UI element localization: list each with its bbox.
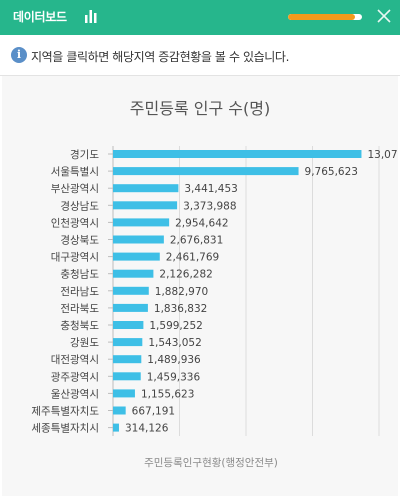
value-label: 2,126,282 bbox=[159, 269, 212, 281]
category-label: 제주특별자치도 bbox=[31, 406, 99, 418]
bar-chart-icon bbox=[85, 10, 97, 23]
value-label: 2,954,642 bbox=[175, 217, 228, 229]
value-label: 2,461,769 bbox=[166, 252, 219, 264]
category-label: 세종특별자치시 bbox=[31, 423, 99, 435]
app-title: 데이터보드 bbox=[13, 10, 67, 24]
category-label: 울산광역시 bbox=[51, 388, 99, 400]
progress-bar bbox=[288, 14, 362, 20]
progress-fill bbox=[288, 14, 355, 20]
category-label: 인천광역시 bbox=[51, 217, 99, 229]
bar-2[interactable] bbox=[113, 167, 299, 176]
chart-title: 주민등록 인구 수(명) bbox=[130, 99, 270, 118]
app-header: 데이터보드 bbox=[0, 0, 400, 35]
value-label: 2,676,831 bbox=[170, 235, 223, 247]
category-label: 충청남도 bbox=[60, 269, 99, 281]
category-label: 대전광역시 bbox=[51, 354, 99, 366]
divider bbox=[0, 75, 400, 76]
value-label: 1,836,832 bbox=[154, 303, 207, 315]
bar-4[interactable] bbox=[113, 201, 178, 210]
bar-8[interactable] bbox=[113, 269, 154, 278]
category-label: 전라남도 bbox=[60, 286, 99, 298]
population-bar-chart: 주민등록 인구 수(명) 경기도 13,077,153 서울특별시 9,765,623 부… bbox=[31, 99, 398, 469]
category-label: 서울특별시 bbox=[51, 166, 99, 178]
value-label: 1,543,052 bbox=[148, 337, 201, 349]
category-label: 강원도 bbox=[70, 337, 99, 349]
category-label: 부산광역시 bbox=[51, 183, 99, 195]
bar-9[interactable] bbox=[113, 286, 149, 295]
info-icon: i bbox=[11, 47, 27, 63]
bar-7[interactable] bbox=[113, 252, 160, 261]
bar-1[interactable] bbox=[113, 150, 362, 158]
value-label: 3,373,988 bbox=[183, 200, 236, 212]
value-label: 3,441,453 bbox=[184, 183, 237, 195]
bar-16[interactable] bbox=[113, 406, 126, 415]
value-label: 667,191 bbox=[132, 406, 175, 418]
category-label: 대구광역시 bbox=[51, 252, 99, 264]
bar-3[interactable] bbox=[113, 184, 179, 193]
info-bar: i 지역을 클릭하면 해당지역 증감현황을 볼 수 있습니다. bbox=[0, 35, 400, 75]
category-label: 경기도 bbox=[70, 148, 99, 161]
bar-10[interactable] bbox=[113, 303, 148, 312]
chart-panel: 주민등록 인구 수(명) 경기도 13,077,153 서울특별시 9,765,623 부… bbox=[2, 76, 398, 496]
chart-source: 주민등록인구현황(행정안전부) bbox=[144, 457, 278, 469]
value-label: 1,459,336 bbox=[147, 371, 201, 383]
category-label: 경상북도 bbox=[60, 234, 99, 247]
value-label: 314,126 bbox=[125, 423, 169, 435]
bar-11[interactable] bbox=[113, 321, 144, 329]
value-label: 1,599,252 bbox=[149, 320, 202, 332]
value-label: 9,765,623 bbox=[305, 166, 358, 178]
value-label: 1,489,936 bbox=[147, 354, 201, 366]
bar-15[interactable] bbox=[113, 389, 135, 398]
value-label: 1,155,623 bbox=[141, 388, 194, 400]
info-text: 지역을 클릭하면 해당지역 증감현황을 볼 수 있습니다. bbox=[31, 50, 289, 64]
bar-14[interactable] bbox=[113, 372, 141, 381]
bar-13[interactable] bbox=[113, 355, 142, 364]
value-label: 13,077,153 bbox=[367, 149, 398, 161]
bar-17[interactable] bbox=[113, 423, 119, 432]
value-label: 1,882,970 bbox=[155, 286, 208, 298]
category-label: 광주광역시 bbox=[51, 371, 99, 383]
bar-5[interactable] bbox=[113, 218, 170, 227]
category-label: 전라북도 bbox=[60, 303, 99, 315]
close-icon[interactable] bbox=[376, 8, 392, 24]
category-label: 경상남도 bbox=[60, 199, 99, 212]
bar-6[interactable] bbox=[113, 235, 164, 244]
bar-12[interactable] bbox=[113, 338, 143, 347]
category-label: 충청북도 bbox=[60, 320, 99, 332]
